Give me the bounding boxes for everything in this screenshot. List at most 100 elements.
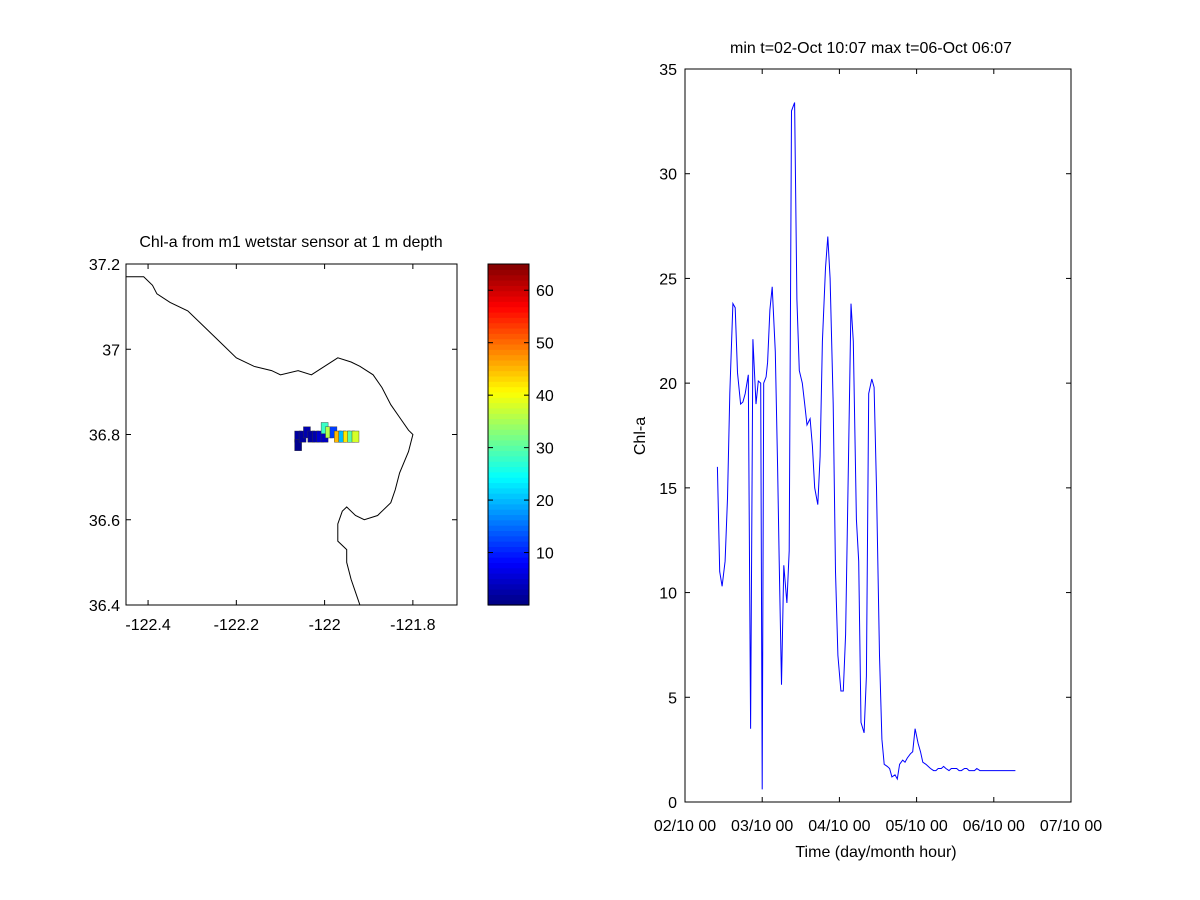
colorbar-gradient [488,264,529,606]
map-ytick-label: 37.2 [89,257,120,274]
colorbar-segment [488,269,529,276]
map-data-point [351,430,360,443]
colorbar-tick-label: 10 [536,546,554,563]
colorbar-segment [488,365,529,372]
colorbar-segment [488,557,529,563]
colorbar-segment [488,418,529,425]
colorbar-segment [488,434,529,441]
colorbar-segment [488,386,529,393]
timeseries-title: min t=02-Oct 10:07 max t=06-Oct 06:07 [730,40,1012,57]
colorbar-segment [488,445,529,452]
timeseries-ylabel: Chl-a [632,417,649,455]
colorbar-segment [488,333,529,340]
ts-xtick-label: 06/10 00 [963,818,1025,835]
timeseries-xlabel: Time (day/month hour) [795,844,956,861]
map-xtick-label: -122 [309,617,341,634]
ts-ytick-label: 5 [668,690,677,707]
colorbar-segment [488,274,529,281]
ts-xtick-label: 04/10 00 [808,818,870,835]
colorbar-segment [488,583,529,590]
colorbar-segment [488,509,529,516]
chl-a-series-line [716,102,1016,790]
colorbar-segment [488,285,529,292]
map-xtick-label: -121.8 [390,617,435,634]
colorbar-segment [488,578,529,585]
ts-ytick-label: 30 [659,167,677,184]
colorbar-segment [488,375,529,382]
colorbar-segment [488,471,529,478]
colorbar-segment [488,455,529,462]
timeseries-panel: min t=02-Oct 10:07 max t=06-Oct 06:07 02… [632,40,1102,861]
colorbar-segment [488,541,529,547]
colorbar-segment [488,503,529,510]
colorbar-segment [488,546,529,553]
map-ytick-label: 36.6 [89,513,120,530]
colorbar-segment [488,279,529,286]
colorbar-tick-label: 30 [536,441,554,458]
timeseries-axes-frame [684,68,1072,803]
colorbar-segment [488,573,529,579]
colorbar-tick-label: 60 [536,283,554,300]
ts-ytick-label: 25 [659,271,677,288]
colorbar-segment [488,519,529,526]
colorbar-segment [488,498,529,505]
map-ytick-label: 36.8 [89,428,120,445]
coastline-path [126,276,414,606]
colorbar-segment [488,589,529,595]
ts-ytick-label: 0 [668,795,677,812]
ts-ytick-label: 10 [659,586,677,603]
colorbar-tick-label: 20 [536,493,554,510]
colorbar-segment [488,423,529,430]
ts-ytick-label: 20 [659,376,677,393]
colorbar-segment [488,562,529,569]
colorbar-segment [488,354,529,361]
colorbar-segment [488,306,529,313]
colorbar-segment [488,327,529,334]
colorbar-segment [488,343,529,350]
colorbar-segment [488,349,529,356]
colorbar-segment [488,439,529,446]
colorbar-segment [488,359,529,366]
colorbar-segment [488,264,529,270]
map-ticks: -122.4 -122.2 -122 -121.8 36.4 36.6 36.8 37 37.2 [89,257,457,634]
timeseries-ticks: 02/10 00 03/10 00 04/10 00 05/10 00 06/10 00… [654,62,1102,835]
colorbar-segment [488,535,529,542]
ts-ytick-label: 35 [659,62,677,79]
map-coastline [126,276,414,606]
colorbar-segment [488,551,529,558]
colorbar-segment [488,429,529,436]
colorbar-segment [488,525,529,532]
colorbar-ticks: 10 20 30 40 50 60 [488,283,554,563]
colorbar-segment [488,322,529,329]
colorbar-segment [488,477,529,484]
colorbar-segment [488,311,529,318]
colorbar-segment [488,402,529,409]
colorbar-tick-label: 40 [536,388,554,405]
colorbar-frame [487,263,530,606]
colorbar: 10 20 30 40 50 60 [487,263,554,606]
colorbar-segment [488,317,529,324]
colorbar-segment [488,461,529,468]
colorbar-segment [488,466,529,473]
map-xtick-label: -122.2 [214,617,259,634]
colorbar-segment [488,407,529,414]
colorbar-segment [488,301,529,308]
map-data-point [294,439,302,451]
colorbar-segment [488,450,529,457]
map-xtick-label: -122.4 [125,617,170,634]
colorbar-segment [488,290,529,297]
colorbar-segment [488,397,529,404]
map-title: Chl-a from m1 wetstar sensor at 1 m dept… [139,234,442,251]
colorbar-segment [488,413,529,420]
ts-ytick-label: 15 [659,481,677,498]
ts-xtick-label: 05/10 00 [885,818,947,835]
colorbar-segment [488,487,529,494]
colorbar-tick-label: 50 [536,336,554,353]
ts-xtick-label: 02/10 00 [654,818,716,835]
colorbar-segment [488,493,529,500]
map-data-points [294,422,360,451]
colorbar-segment [488,295,529,302]
colorbar-segment [488,391,529,398]
